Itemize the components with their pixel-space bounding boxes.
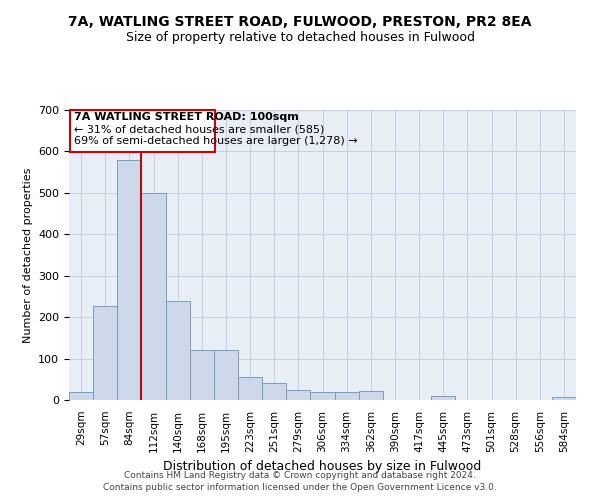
Bar [166,300,190,400]
Bar [214,350,238,400]
X-axis label: Distribution of detached houses by size in Fulwood: Distribution of detached houses by size … [163,460,482,473]
Text: Contains HM Land Registry data © Crown copyright and database right 2024.: Contains HM Land Registry data © Crown c… [124,472,476,480]
Text: Size of property relative to detached houses in Fulwood: Size of property relative to detached ho… [125,31,475,44]
Y-axis label: Number of detached properties: Number of detached properties [23,168,32,342]
Bar [310,392,335,400]
Text: 69% of semi-detached houses are larger (1,278) →: 69% of semi-detached houses are larger (… [74,136,358,146]
Bar [552,396,576,400]
FancyBboxPatch shape [70,110,215,152]
Text: Contains public sector information licensed under the Open Government Licence v3: Contains public sector information licen… [103,482,497,492]
Bar [93,306,117,400]
Bar [190,350,214,400]
Bar [359,391,383,400]
Bar [142,193,166,400]
Bar [335,392,359,400]
Bar [69,392,93,400]
Text: 7A, WATLING STREET ROAD, FULWOOD, PRESTON, PR2 8EA: 7A, WATLING STREET ROAD, FULWOOD, PRESTO… [68,16,532,30]
Bar [117,160,142,400]
Bar [262,384,286,400]
Text: 7A WATLING STREET ROAD: 100sqm: 7A WATLING STREET ROAD: 100sqm [74,112,299,122]
Bar [238,377,262,400]
Bar [286,390,310,400]
Bar [431,396,455,400]
Text: ← 31% of detached houses are smaller (585): ← 31% of detached houses are smaller (58… [74,125,324,135]
